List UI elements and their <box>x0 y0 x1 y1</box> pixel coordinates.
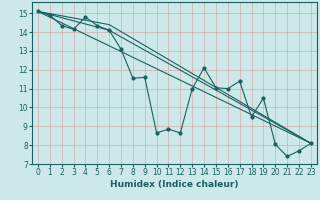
X-axis label: Humidex (Indice chaleur): Humidex (Indice chaleur) <box>110 180 239 189</box>
